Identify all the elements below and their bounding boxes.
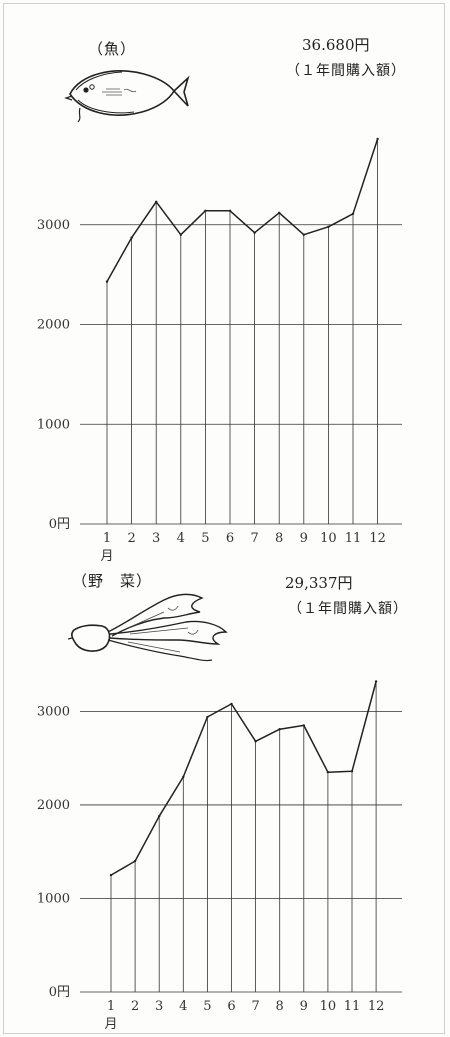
data-point xyxy=(179,233,182,236)
x-tick-label: 5 xyxy=(203,999,211,1014)
fish-annual-note: （１年間購入額） xyxy=(286,63,406,79)
x-tick-label: 3 xyxy=(152,531,160,546)
x-tick-label: 1 xyxy=(103,531,111,546)
x-tick-label: 4 xyxy=(179,999,187,1014)
data-point xyxy=(158,814,161,818)
data-point xyxy=(376,137,379,141)
vegetable-total: 29,337円 xyxy=(285,574,353,592)
data-point xyxy=(351,212,355,215)
data-point xyxy=(350,770,354,773)
vegetable-heading: （野 菜） xyxy=(72,572,153,590)
data-point xyxy=(302,233,305,236)
x-tick-label: 8 xyxy=(276,999,284,1014)
data-point xyxy=(206,715,209,719)
fish-total: 36.680円 xyxy=(302,36,370,54)
data-point xyxy=(182,775,185,779)
radish-illustration xyxy=(68,593,228,662)
data-point xyxy=(228,209,232,213)
flatfish-illustration xyxy=(64,70,190,123)
y-tick-label: 2000 xyxy=(37,798,70,813)
data-point xyxy=(130,236,133,239)
x-tick-label: 9 xyxy=(300,999,308,1014)
x-tick-label: 12 xyxy=(369,531,386,546)
y-tick-label: 1000 xyxy=(37,417,70,432)
series-line xyxy=(106,138,379,282)
x-tick-label: 9 xyxy=(300,531,308,546)
y-tick-label: 1000 xyxy=(37,891,70,906)
data-point xyxy=(253,231,256,234)
y-tick-label: 0円 xyxy=(49,517,70,532)
x-tick-label: 6 xyxy=(226,531,234,546)
x-tick-label: 3 xyxy=(155,999,163,1014)
x-tick-label: 11 xyxy=(345,531,362,546)
x-tick-label: 2 xyxy=(131,999,139,1014)
x-tick-label: 12 xyxy=(368,999,385,1014)
y-tick-label: 3000 xyxy=(37,704,70,719)
x-unit-label: 月 xyxy=(104,1017,117,1032)
y-tick-label: 2000 xyxy=(37,318,70,333)
data-point xyxy=(327,225,330,228)
x-tick-label: 11 xyxy=(344,999,361,1014)
x-tick-label: 7 xyxy=(251,999,259,1014)
data-point xyxy=(302,724,305,727)
x-unit-label: 月 xyxy=(100,549,113,564)
data-point xyxy=(278,727,281,731)
x-tick-label: 2 xyxy=(127,531,135,546)
vegetable-annual-note: （１年間購入額） xyxy=(288,601,408,617)
x-tick-label: 10 xyxy=(320,999,337,1014)
data-point xyxy=(105,280,109,283)
fish-chart-panel: （魚） 36.680円 （１年間購入額） 0円 1000 2000 3000 1 2 3 4 5… xyxy=(37,36,406,564)
x-tick-label: 7 xyxy=(250,531,258,546)
x-tick-label: 1 xyxy=(107,999,115,1014)
data-point xyxy=(133,859,137,863)
vegetable-chart-panel: （野 菜） 29,337円 （１年間購入額） 0円 1000 2000 3000 1 2 3… xyxy=(0,560,450,1037)
fish-heading: （魚） xyxy=(88,40,137,58)
x-tick-label: 5 xyxy=(201,531,209,546)
data-point xyxy=(374,680,378,683)
page-frame xyxy=(3,3,445,1034)
data-point xyxy=(278,211,281,214)
y-tick-label: 3000 xyxy=(37,218,70,233)
data-point xyxy=(326,771,330,774)
data-point xyxy=(204,209,207,213)
series-line xyxy=(110,681,377,876)
x-tick-label: 6 xyxy=(227,999,235,1014)
y-tick-label: 0円 xyxy=(49,985,70,1000)
data-point xyxy=(109,873,113,877)
x-tick-label: 10 xyxy=(320,531,337,546)
data-point xyxy=(254,740,257,743)
data-point xyxy=(230,702,233,706)
x-tick-label: 8 xyxy=(275,531,283,546)
data-point xyxy=(155,200,158,204)
x-tick-label: 4 xyxy=(177,531,185,546)
